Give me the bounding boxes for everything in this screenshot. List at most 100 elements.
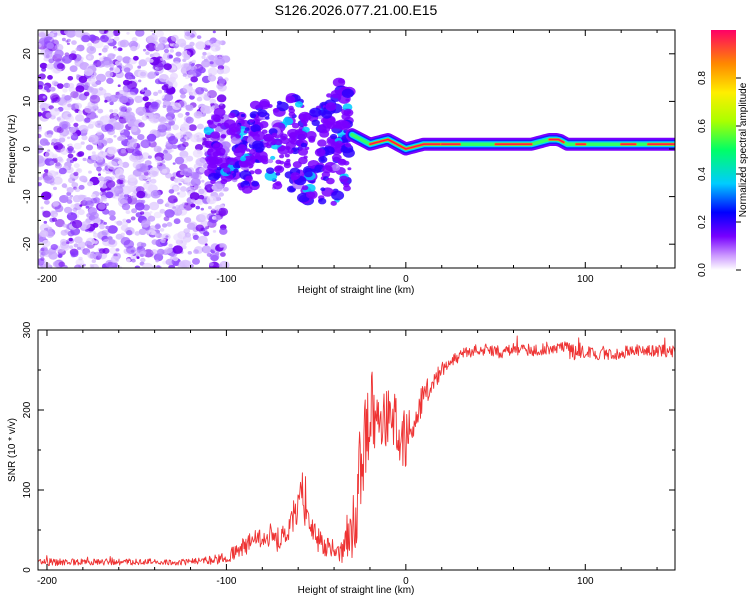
noise-blob <box>136 256 140 259</box>
noise-blob <box>121 203 131 211</box>
transition-blob <box>274 165 285 174</box>
noise-blob <box>67 153 74 159</box>
noise-blob <box>38 144 43 151</box>
noise-blob <box>182 73 187 77</box>
noise-blob <box>41 107 46 112</box>
noise-blob <box>113 112 117 116</box>
noise-blob <box>46 130 54 136</box>
noise-blob <box>90 263 99 268</box>
transition-blob <box>251 180 259 187</box>
noise-blob <box>190 177 201 187</box>
noise-blob <box>42 96 46 99</box>
noise-blob <box>201 55 206 59</box>
noise-blob <box>184 31 191 37</box>
transition-blob <box>298 156 308 165</box>
noise-blob <box>83 91 90 97</box>
noise-blob <box>172 102 182 110</box>
noise-blob <box>172 256 179 262</box>
noise-blob <box>202 51 207 56</box>
noise-blob <box>113 135 117 138</box>
noise-blob <box>122 88 128 93</box>
noise-blob <box>87 123 94 129</box>
noise-blob <box>108 210 116 217</box>
transition-blob <box>320 187 326 192</box>
noise-blob <box>131 208 138 214</box>
noise-blob <box>73 142 82 150</box>
noise-blob <box>62 102 73 111</box>
noise-blob <box>153 211 162 219</box>
noise-blob <box>146 42 157 52</box>
noise-blob <box>56 117 61 121</box>
noise-blob <box>137 65 142 69</box>
noise-blob <box>143 87 148 91</box>
noise-blob <box>118 134 126 141</box>
noise-blob <box>176 38 187 47</box>
noise-blob <box>114 116 119 120</box>
noise-blob <box>136 155 145 163</box>
noise-blob <box>38 125 42 130</box>
transition-blob <box>245 148 251 152</box>
noise-blob <box>92 63 97 67</box>
noise-blob <box>75 258 85 266</box>
noise-blob <box>215 46 221 51</box>
transition-blob <box>250 159 255 163</box>
noise-blob <box>123 67 131 73</box>
noise-blob <box>156 147 163 153</box>
transition-blob <box>314 164 325 173</box>
colorbar-gradient <box>711 30 736 270</box>
x-tick-label: 0 <box>403 274 409 285</box>
noise-blob <box>103 221 107 225</box>
noise-blob <box>162 149 168 155</box>
noise-blob <box>198 186 202 189</box>
noise-blob <box>137 134 145 141</box>
noise-blob <box>72 150 76 154</box>
noise-blob <box>64 95 72 101</box>
noise-blob <box>118 174 126 181</box>
noise-blob <box>121 221 128 227</box>
noise-blob <box>38 133 42 139</box>
transition-blob <box>266 167 275 174</box>
noise-blob <box>73 171 79 177</box>
noise-blob <box>56 63 65 70</box>
noise-blob <box>149 211 153 214</box>
noise-blob <box>67 196 72 201</box>
noise-blob <box>50 244 58 250</box>
noise-blob <box>107 129 115 136</box>
noise-blob <box>218 263 223 267</box>
noise-blob <box>39 253 45 258</box>
noise-blob <box>153 205 158 210</box>
noise-blob <box>93 40 104 49</box>
noise-blob <box>163 250 167 253</box>
noise-blob <box>55 219 65 228</box>
noise-blob <box>138 174 146 181</box>
noise-blob <box>89 264 95 268</box>
noise-blob <box>164 247 173 254</box>
noise-blob <box>206 252 212 257</box>
transition-blob <box>344 142 352 148</box>
transition-blob <box>213 173 221 179</box>
transition-blob <box>301 185 309 191</box>
noise-blob <box>52 30 57 33</box>
noise-blob <box>60 148 69 155</box>
noise-blob <box>180 186 187 192</box>
noise-blob <box>147 114 157 122</box>
noise-blob <box>218 192 224 197</box>
noise-blob <box>164 48 169 54</box>
transition-blob <box>339 175 349 183</box>
noise-blob <box>126 31 130 35</box>
noise-blob <box>96 130 103 136</box>
transition-blob <box>272 182 283 190</box>
x-tick-label: 0 <box>403 576 409 587</box>
noise-blob <box>107 52 116 60</box>
colorbar-tick-label: 0.6 <box>697 119 708 133</box>
noise-blob <box>131 148 141 156</box>
noise-blob <box>77 209 85 216</box>
noise-blob <box>112 122 122 130</box>
noise-blob <box>174 156 185 165</box>
noise-blob <box>200 207 204 211</box>
noise-blob <box>38 258 45 266</box>
noise-blob <box>47 133 53 138</box>
noise-blob <box>125 102 130 106</box>
noise-blob <box>52 260 61 268</box>
noise-blob <box>212 30 216 34</box>
